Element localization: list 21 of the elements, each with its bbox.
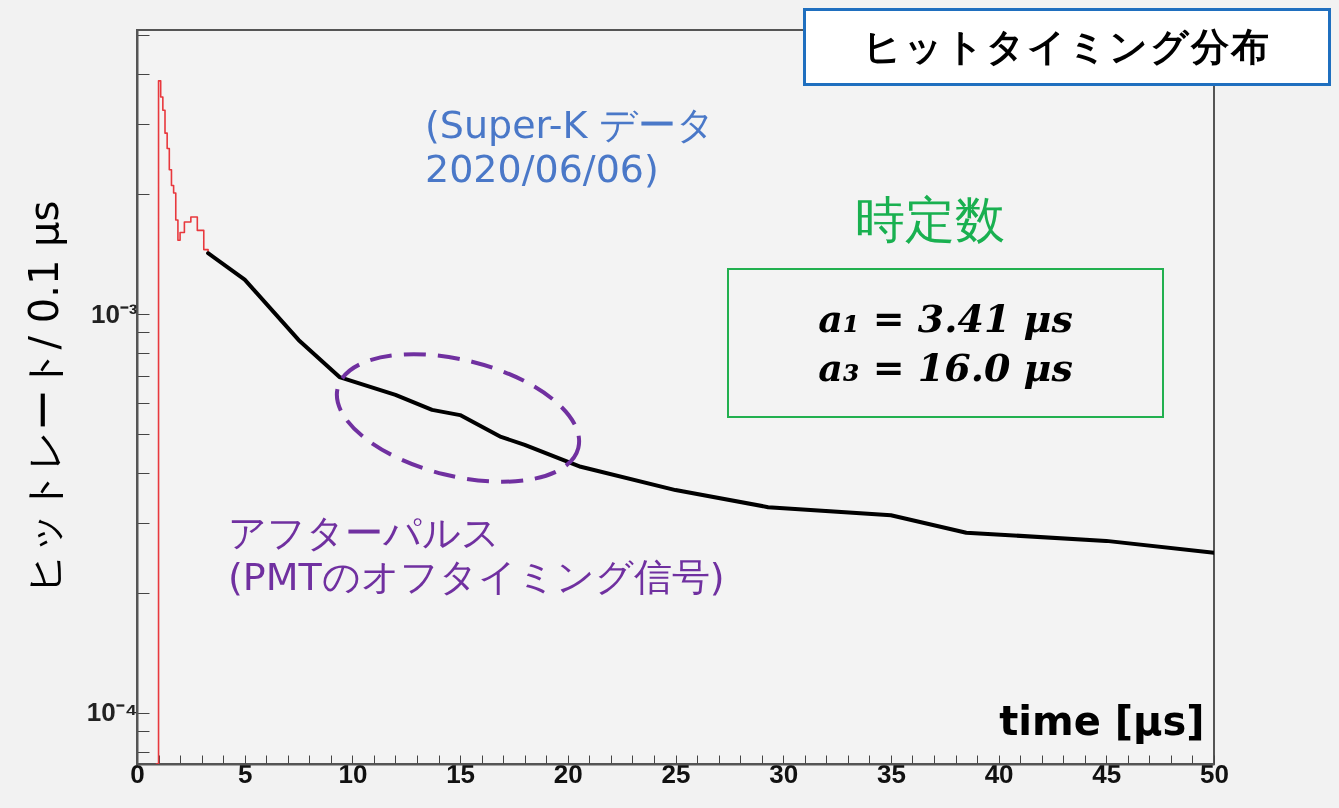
x-tick-label: 5 xyxy=(237,758,253,789)
chart-title: ヒットタイミング分布 xyxy=(803,8,1331,86)
annotation: a₁ = 3.41 μs xyxy=(818,294,1073,343)
x-tick-label: 20 xyxy=(553,758,583,789)
x-tick-label: 25 xyxy=(661,758,691,789)
annotation: a₃ = 16.0 μs xyxy=(818,344,1073,392)
x-tick-label: 50 xyxy=(1200,758,1229,789)
x-tick-label: 40 xyxy=(984,758,1014,789)
x-tick-label: 0 xyxy=(130,758,145,789)
x-tick-label: 30 xyxy=(769,758,799,789)
x-tick-label: 15 xyxy=(446,758,476,789)
annotation: (Super-K データ 2020/06/06) xyxy=(425,103,716,192)
annotation: アフターパルス (PMTのオフタイミング信号) xyxy=(228,511,725,600)
x-axis-title: time [μs] xyxy=(999,697,1205,744)
x-tick-label: 45 xyxy=(1092,758,1122,789)
x-tick-label: 35 xyxy=(876,758,906,789)
annotation: 時定数 xyxy=(855,191,1005,250)
formula-box: a₁ = 3.41 μs a₃ = 16.0 μs xyxy=(727,268,1164,418)
line-series xyxy=(206,251,1214,555)
y-axis-title: ヒットレート/ 0.1 μs xyxy=(20,200,67,595)
x-tick-label: 10 xyxy=(338,758,368,789)
